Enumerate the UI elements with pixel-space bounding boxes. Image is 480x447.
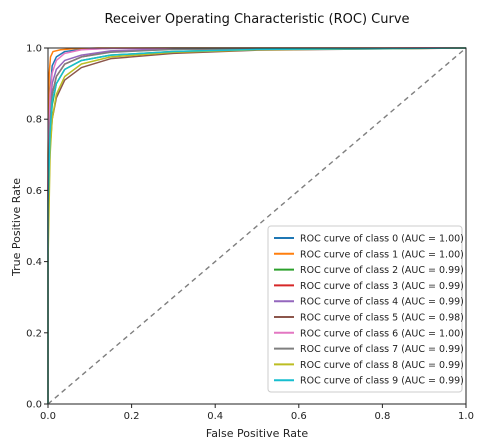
x-tick-label: 0.2 <box>124 411 140 422</box>
x-tick-label: 0.4 <box>207 411 223 422</box>
legend-label-class-7: ROC curve of class 7 (AUC = 0.99) <box>300 344 464 355</box>
x-tick-label: 0.8 <box>374 411 390 422</box>
x-tick-label: 0.6 <box>291 411 307 422</box>
legend-label-class-3: ROC curve of class 3 (AUC = 0.99) <box>300 281 464 292</box>
y-tick-label: 0.6 <box>26 186 42 197</box>
roc-curve-class-6 <box>47 47 467 404</box>
y-tick-label: 0.8 <box>26 115 42 126</box>
y-tick-label: 0.0 <box>26 400 42 411</box>
x-tick-label: 1.0 <box>458 411 474 422</box>
legend-label-class-5: ROC curve of class 5 (AUC = 0.98) <box>300 313 464 324</box>
roc-curves <box>47 47 467 405</box>
chance-diagonal-line <box>47 47 467 405</box>
x-tick-label: 0.0 <box>40 411 56 422</box>
legend-label-class-2: ROC curve of class 2 (AUC = 0.99) <box>300 265 464 276</box>
chart-title: Receiver Operating Characteristic (ROC) … <box>104 12 409 27</box>
x-axis-label: False Positive Rate <box>206 427 308 440</box>
legend: ROC curve of class 0 (AUC = 1.00) ROC cur… <box>267 225 464 393</box>
plot-frame <box>47 47 467 405</box>
y-tick-label: 0.2 <box>26 328 42 339</box>
legend-label-class-6: ROC curve of class 6 (AUC = 1.00) <box>300 328 464 339</box>
legend-label-class-1: ROC curve of class 1 (AUC = 1.00) <box>300 249 464 260</box>
roc-curve-class-9 <box>47 47 467 404</box>
legend-label-class-8: ROC curve of class 8 (AUC = 0.99) <box>300 360 464 371</box>
y-tick-label: 0.4 <box>26 257 42 268</box>
legend-label-class-0: ROC curve of class 0 (AUC = 1.00) <box>300 234 464 245</box>
axes: 0.0 0.2 0.4 0.6 0.8 1.0 0.0 0.2 0.4 0.6 0.8 1.0 <box>26 44 474 423</box>
legend-label-class-4: ROC curve of class 4 (AUC = 0.99) <box>300 297 464 308</box>
legend-label-class-9: ROC curve of class 9 (AUC = 0.99) <box>300 376 464 387</box>
y-axis-label: True Positive Rate <box>10 178 23 277</box>
y-tick-label: 1.0 <box>26 44 42 55</box>
legend-box <box>267 225 463 393</box>
